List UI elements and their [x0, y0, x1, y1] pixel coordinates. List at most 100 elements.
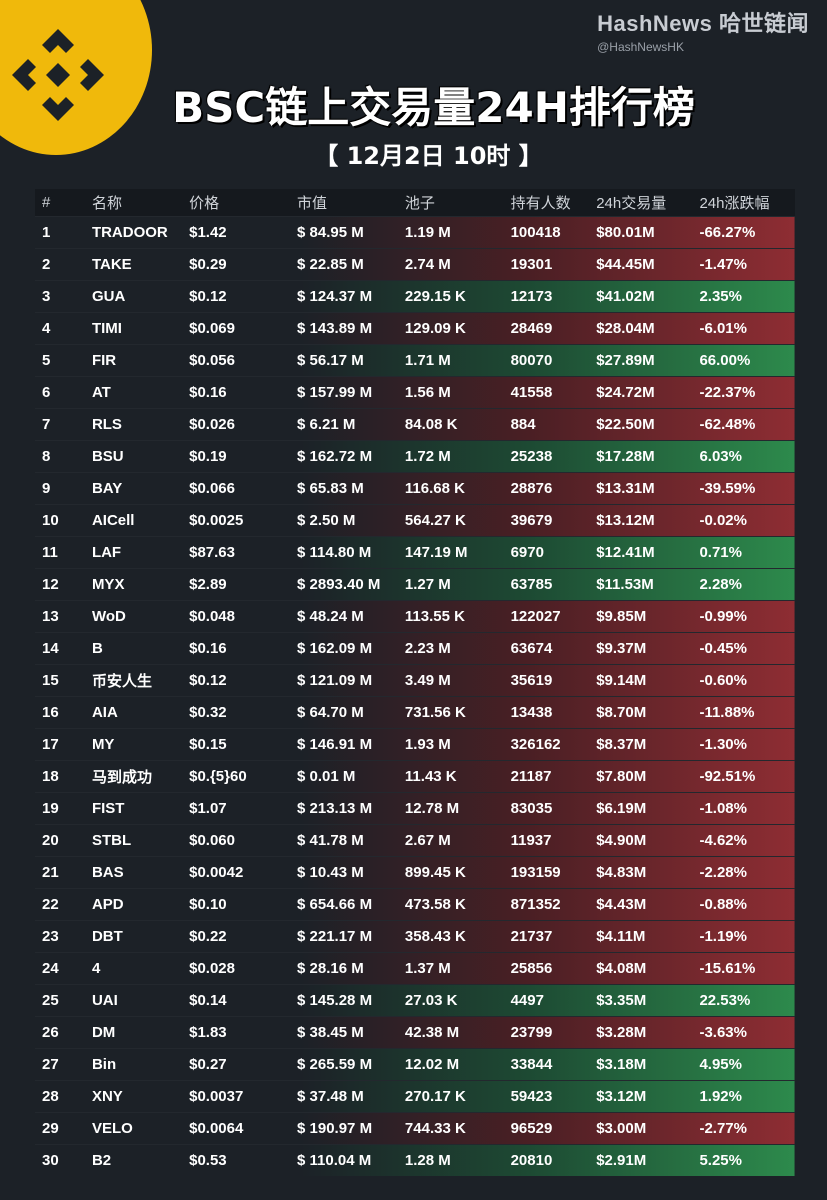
cell-price: $0.0037: [189, 1080, 298, 1113]
cell-price: $0.32: [189, 696, 298, 729]
cell-market-cap: $ 22.85 M: [297, 248, 405, 281]
cell-price: $1.42: [189, 216, 298, 249]
header-rank: #: [35, 189, 86, 217]
cell-name: STBL: [85, 824, 190, 857]
table-row: 13 WoD $0.048 $ 48.24 M 113.55 K 122027 $9.85M…: [35, 600, 795, 633]
cell-price: $0.0064: [189, 1112, 298, 1145]
cell-volume: $4.43M: [596, 888, 700, 921]
cell-holders: 4497: [510, 984, 597, 1017]
cell-change: -1.08%: [699, 792, 795, 825]
cell-holders: 20810: [510, 1144, 597, 1176]
cell-rank: 24: [35, 952, 86, 985]
cell-market-cap: $ 38.45 M: [297, 1016, 405, 1049]
cell-name: B2: [85, 1144, 190, 1176]
cell-volume: $3.28M: [596, 1016, 700, 1049]
cell-rank: 4: [35, 312, 86, 345]
header-name: 名称: [85, 189, 190, 217]
table-row: 5 FIR $0.056 $ 56.17 M 1.71 M 80070 $27.89M 66.…: [35, 344, 795, 377]
cell-change: -1.19%: [699, 920, 795, 953]
cell-volume: $13.12M: [596, 504, 700, 537]
cell-pool: 731.56 K: [404, 696, 511, 729]
cell-price: $0.14: [189, 984, 298, 1017]
cell-price: $0.{5}60: [189, 760, 298, 793]
table-row: 24 4 $0.028 $ 28.16 M 1.37 M 25856 $4.08M -15.6…: [35, 952, 795, 985]
ranking-table: # 名称 价格 市值 池子 持有人数 24h交易量 24h涨跌幅 1 TRADOO…: [35, 189, 795, 1176]
cell-name: AIA: [85, 696, 190, 729]
cell-name: WoD: [85, 600, 190, 633]
cell-rank: 2: [35, 248, 86, 281]
table-body: 1 TRADOOR $1.42 $ 84.95 M 1.19 M 100418 $80.01…: [35, 216, 795, 1176]
cell-volume: $8.70M: [596, 696, 700, 729]
cell-price: $0.19: [189, 440, 298, 473]
cell-price: $0.15: [189, 728, 298, 761]
cell-pool: 1.27 M: [404, 568, 511, 601]
cell-holders: 193159: [510, 856, 597, 889]
table-row: 15 币安人生 $0.12 $ 121.09 M 3.49 M 35619 $9.14M -0…: [35, 664, 795, 697]
cell-holders: 39679: [510, 504, 597, 537]
cell-price: $0.16: [189, 632, 298, 665]
cell-change: 5.25%: [699, 1144, 795, 1176]
cell-holders: 63785: [510, 568, 597, 601]
cell-rank: 18: [35, 760, 86, 793]
cell-pool: 11.43 K: [404, 760, 511, 793]
cell-price: $0.069: [189, 312, 298, 345]
cell-change: -11.88%: [699, 696, 795, 729]
cell-price: $0.028: [189, 952, 298, 985]
cell-price: $0.0042: [189, 856, 298, 889]
cell-name: B: [85, 632, 190, 665]
cell-change: -0.45%: [699, 632, 795, 665]
cell-volume: $41.02M: [596, 280, 700, 313]
header-holders: 持有人数: [510, 189, 597, 217]
table-row: 10 AICell $0.0025 $ 2.50 M 564.27 K 39679 $13.…: [35, 504, 795, 537]
cell-holders: 13438: [510, 696, 597, 729]
cell-market-cap: $ 121.09 M: [297, 664, 405, 697]
cell-rank: 17: [35, 728, 86, 761]
cell-holders: 80070: [510, 344, 597, 377]
cell-pool: 473.58 K: [404, 888, 511, 921]
page-title: BSC链上交易量24H排行榜: [172, 83, 695, 132]
cell-pool: 129.09 K: [404, 312, 511, 345]
cell-rank: 10: [35, 504, 86, 537]
brand-name: HashNews 哈世链闻: [597, 11, 809, 36]
cell-market-cap: $ 146.91 M: [297, 728, 405, 761]
cell-pool: 1.56 M: [404, 376, 511, 409]
cell-holders: 23799: [510, 1016, 597, 1049]
cell-pool: 12.02 M: [404, 1048, 511, 1081]
cell-change: 1.92%: [699, 1080, 795, 1113]
cell-name: DBT: [85, 920, 190, 953]
cell-pool: 1.28 M: [404, 1144, 511, 1176]
cell-price: $0.066: [189, 472, 298, 505]
cell-holders: 12173: [510, 280, 597, 313]
table-row: 1 TRADOOR $1.42 $ 84.95 M 1.19 M 100418 $80.01…: [35, 216, 795, 249]
cell-volume: $27.89M: [596, 344, 700, 377]
cell-price: $2.89: [189, 568, 298, 601]
cell-market-cap: $ 162.09 M: [297, 632, 405, 665]
cell-holders: 19301: [510, 248, 597, 281]
cell-rank: 28: [35, 1080, 86, 1113]
cell-volume: $8.37M: [596, 728, 700, 761]
cell-pool: 12.78 M: [404, 792, 511, 825]
cell-market-cap: $ 6.21 M: [297, 408, 405, 441]
cell-pool: 27.03 K: [404, 984, 511, 1017]
cell-market-cap: $ 84.95 M: [297, 216, 405, 249]
cell-price: $0.16: [189, 376, 298, 409]
cell-rank: 7: [35, 408, 86, 441]
cell-price: $0.056: [189, 344, 298, 377]
cell-market-cap: $ 64.70 M: [297, 696, 405, 729]
cell-holders: 871352: [510, 888, 597, 921]
cell-volume: $3.35M: [596, 984, 700, 1017]
cell-rank: 22: [35, 888, 86, 921]
cell-market-cap: $ 48.24 M: [297, 600, 405, 633]
cell-rank: 5: [35, 344, 86, 377]
cell-volume: $7.80M: [596, 760, 700, 793]
cell-market-cap: $ 654.66 M: [297, 888, 405, 921]
cell-volume: $12.41M: [596, 536, 700, 569]
cell-pool: 358.43 K: [404, 920, 511, 953]
cell-pool: 2.74 M: [404, 248, 511, 281]
cell-rank: 3: [35, 280, 86, 313]
cell-change: -4.62%: [699, 824, 795, 857]
cell-volume: $44.45M: [596, 248, 700, 281]
cell-holders: 35619: [510, 664, 597, 697]
cell-holders: 884: [510, 408, 597, 441]
cell-rank: 29: [35, 1112, 86, 1145]
